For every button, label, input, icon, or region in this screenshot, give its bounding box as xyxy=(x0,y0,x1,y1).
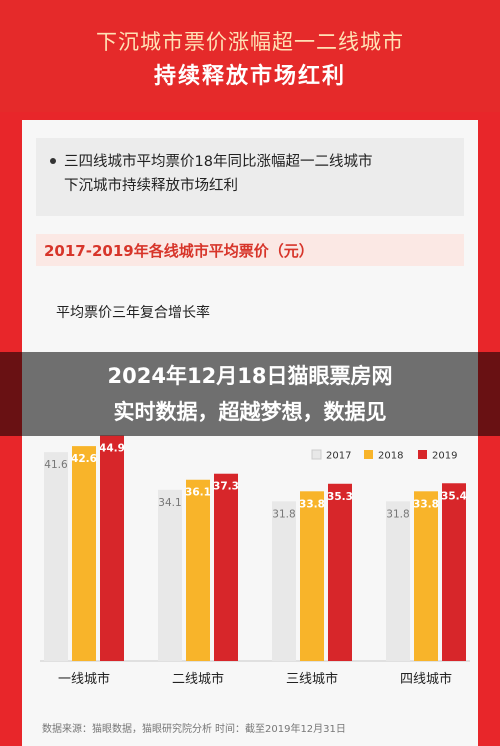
data-label-2019-2: 35.3 xyxy=(327,491,353,503)
data-label-2018-1: 36.1 xyxy=(185,487,211,499)
overlay-line-2: 实时数据，超越梦想，数据见 xyxy=(113,400,387,424)
legend-swatch-2019 xyxy=(418,450,427,459)
bar-2019-2 xyxy=(328,483,352,661)
data-label-2017-0: 41.6 xyxy=(44,459,68,471)
legend-swatch-2018 xyxy=(364,450,373,459)
legend-label-2019: 2019 xyxy=(432,451,457,462)
note-line-2: 下沉城市持续释放市场红利 xyxy=(64,178,238,194)
headline-overlay: 2024年12月18日猫眼票房网 实时数据，超越梦想，数据见 xyxy=(0,352,500,436)
bar-2017-2 xyxy=(272,501,296,661)
chart-title: 2017-2019年各线城市平均票价（元） xyxy=(44,242,314,260)
banner-subtitle: 持续释放市场红利 xyxy=(153,64,346,89)
bar-2018-0 xyxy=(72,446,96,661)
data-label-2018-3: 33.8 xyxy=(413,498,439,510)
bar-2019-0 xyxy=(100,435,124,661)
bar-2019-3 xyxy=(442,483,466,661)
note-line-1: 三四线城市平均票价18年同比涨幅超一二线城市 xyxy=(64,154,373,170)
data-label-2018-2: 33.8 xyxy=(299,498,325,510)
bar-2018-3 xyxy=(414,491,438,661)
bar-2018-2 xyxy=(300,491,324,661)
summary-note: 三四线城市平均票价18年同比涨幅超一二线城市 下沉城市持续释放市场红利 xyxy=(36,138,464,216)
data-label-2017-1: 34.1 xyxy=(158,497,181,509)
chart-section-header: 2017-2019年各线城市平均票价（元） xyxy=(36,234,464,266)
category-label-2: 三线城市 xyxy=(286,671,338,687)
date-note: 时间：截至2019年12月31日 xyxy=(215,724,346,735)
legend-swatch-2017 xyxy=(311,449,322,460)
legend-label-2018: 2018 xyxy=(378,451,403,462)
category-label-0: 一线城市 xyxy=(58,671,110,687)
bar-2018-1 xyxy=(186,479,210,661)
data-label-2019-0: 44.9 xyxy=(99,443,125,455)
header-banner: 下沉城市票价涨幅超一二线城市 持续释放市场红利 xyxy=(0,0,500,112)
data-label-2017-3: 31.8 xyxy=(386,508,409,520)
bullet-icon xyxy=(50,158,56,164)
overlay-line-1: 2024年12月18日猫眼票房网 xyxy=(107,364,393,388)
bar-2017-3 xyxy=(386,501,410,661)
data-label-2019-1: 37.3 xyxy=(213,481,239,493)
category-label-1: 二线城市 xyxy=(172,671,224,687)
data-label-2018-0: 42.6 xyxy=(71,453,97,465)
legend-label-2017: 2017 xyxy=(326,451,351,462)
source-note: 数据来源：猫眼数据，猫眼研究院分析 xyxy=(42,724,212,735)
chart-subtitle: 平均票价三年复合增长率 xyxy=(56,305,210,321)
bar-2017-1 xyxy=(158,489,182,661)
bar-2017-0 xyxy=(44,452,68,661)
data-label-2017-2: 31.8 xyxy=(272,508,295,520)
data-label-2019-3: 35.4 xyxy=(441,490,467,502)
bar-2019-1 xyxy=(214,473,238,661)
category-label-3: 四线城市 xyxy=(400,671,452,687)
banner-title: 下沉城市票价涨幅超一二线城市 xyxy=(96,30,404,54)
